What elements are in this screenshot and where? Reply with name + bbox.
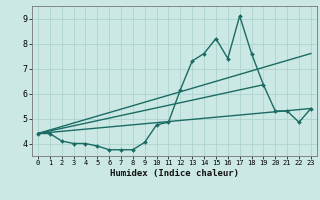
X-axis label: Humidex (Indice chaleur): Humidex (Indice chaleur) xyxy=(110,169,239,178)
